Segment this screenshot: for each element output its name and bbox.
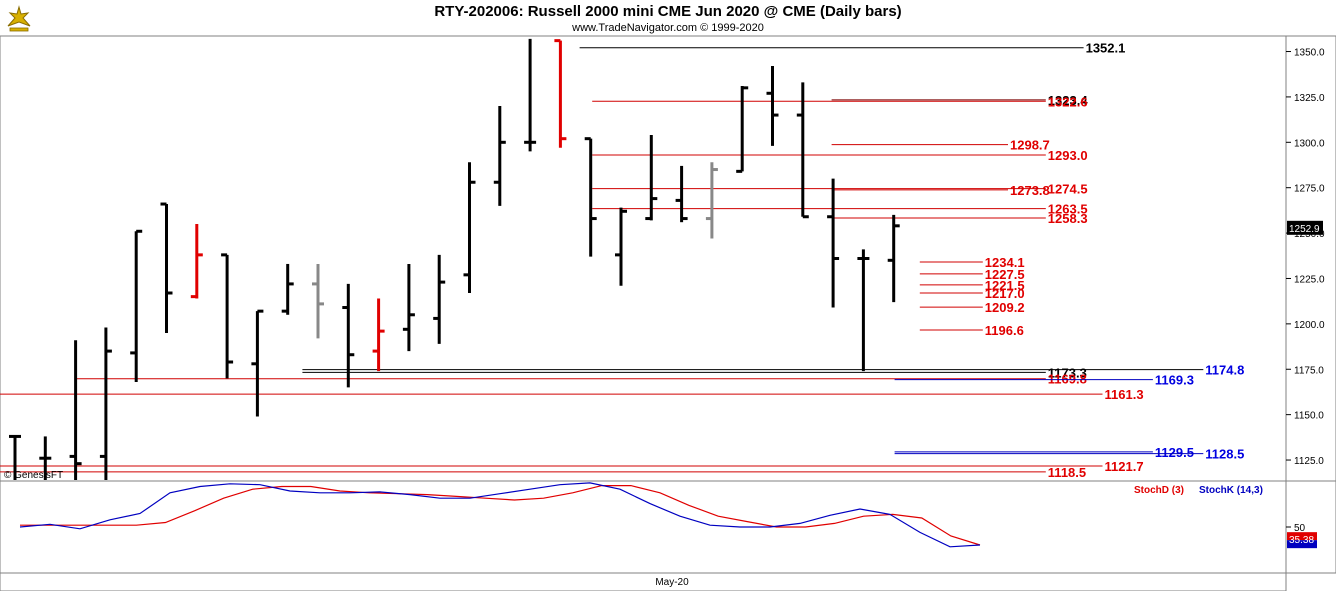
level-label-2: 1322.6	[1048, 94, 1088, 109]
ohlc-bar-0	[9, 434, 21, 480]
level-label-10: 1227.5	[985, 267, 1025, 282]
ohlc-bar-14	[433, 254, 446, 344]
ohlc-bar-28	[857, 249, 870, 372]
ohlc-bar-24	[736, 86, 749, 173]
level-label-16: 1173.3	[1048, 365, 1087, 380]
price-axis: 1125.01150.01175.01200.01225.01250.01275…	[1286, 48, 1325, 467]
y-tick-label-2: 1175.0	[1294, 365, 1324, 376]
ohlc-bar-13	[402, 263, 415, 352]
ohlc-bar-27	[827, 178, 840, 308]
ohlc-bar-21	[645, 135, 658, 221]
y-tick-label-6: 1275.0	[1294, 184, 1325, 195]
ohlc-bar-5	[160, 202, 173, 333]
y-tick-label-1: 1150.0	[1294, 411, 1324, 422]
level-label-21: 1128.5	[1205, 447, 1244, 462]
ohlc-bar-23	[705, 162, 718, 239]
indicator-panel-frame	[0, 480, 1287, 574]
y-tick-label-7: 1300.0	[1294, 138, 1325, 149]
ohlc-bar-19	[584, 137, 597, 257]
ohlc-bar-1	[39, 436, 52, 480]
level-label-15: 1174.8	[1205, 363, 1244, 378]
level-label-0: 1352.1	[1086, 41, 1126, 56]
level-label-18: 1169.3	[1155, 373, 1194, 388]
level-label-22: 1121.7	[1105, 459, 1144, 474]
ohlc-bar-29	[887, 214, 900, 303]
ohlc-bar-20	[615, 207, 627, 286]
level-label-14: 1196.6	[985, 323, 1024, 338]
price-axis-strip	[1285, 35, 1336, 482]
level-label-6: 1274.5	[1048, 182, 1088, 197]
y-tick-label-9: 1350.0	[1294, 48, 1325, 59]
ohlc-bar-6	[190, 224, 203, 299]
level-label-13: 1209.2	[985, 300, 1025, 315]
bars-layer	[9, 38, 900, 480]
ohlc-bar-4	[130, 229, 143, 382]
ohlc-bar-18	[554, 39, 567, 148]
ohlc-bar-2	[69, 340, 82, 480]
ohlc-bar-8	[251, 309, 264, 417]
level-label-1: 1323.4	[1048, 93, 1089, 108]
ohlc-bar-17	[524, 38, 537, 152]
logo-icon	[7, 5, 31, 32]
stoch-series-1	[19, 482, 981, 548]
y-tick-label-8: 1325.0	[1294, 93, 1325, 104]
level-label-11: 1221.5	[985, 278, 1025, 293]
level-label-5: 1273.8	[1010, 183, 1050, 198]
ohlc-bar-16	[493, 105, 506, 206]
last-price-label: 1252.9	[1289, 224, 1320, 235]
ohlc-bar-10	[312, 263, 324, 339]
level-label-7: 1263.5	[1048, 202, 1088, 217]
ohlc-bar-15	[463, 162, 476, 293]
ind-last-box-red	[1287, 532, 1317, 541]
chart-subtitle: www.TradeNavigator.com © 1999-2020	[572, 22, 764, 34]
ohlc-bar-11	[342, 283, 355, 388]
ind-tick-label-0: 50	[1294, 523, 1306, 534]
legend-stochk: StochK (14,3)	[1199, 485, 1263, 496]
legend-stochd: StochD (3)	[1134, 485, 1184, 496]
x-tick-may-20: May-20	[655, 577, 689, 588]
ohlc-bar-22	[675, 165, 688, 223]
indicator-axis-strip	[1285, 480, 1336, 574]
ohlc-bar-26	[796, 82, 809, 219]
watermark-label: © GenesisFT	[4, 470, 63, 481]
last-price-box	[1287, 220, 1323, 235]
level-label-3: 1298.7	[1010, 138, 1050, 153]
y-tick-label-0: 1125.0	[1294, 456, 1324, 467]
y-tick-label-3: 1200.0	[1294, 320, 1325, 331]
level-label-20: 1129.5	[1155, 445, 1194, 460]
level-label-19: 1161.3	[1105, 387, 1144, 402]
ohlc-bar-9	[281, 263, 294, 315]
chart-title: RTY-202006: Russell 2000 mini CME Jun 20…	[434, 3, 902, 20]
ohlc-bar-25	[766, 66, 779, 146]
ohlc-bar-7	[221, 253, 234, 379]
price-panel-frame	[0, 35, 1287, 482]
level-label-12: 1217.0	[985, 286, 1025, 301]
ind-last-value-label: 35.38	[1289, 535, 1314, 546]
x-axis-strip	[0, 572, 1287, 591]
level-label-9: 1234.1	[985, 255, 1025, 270]
y-tick-label-4: 1225.0	[1294, 274, 1325, 285]
level-label-4: 1293.0	[1048, 148, 1088, 163]
ohlc-bar-12	[372, 298, 385, 372]
ind-last-box-blue	[1287, 540, 1317, 549]
ohlc-bar-3	[99, 327, 112, 480]
stoch-series-0	[20, 485, 981, 546]
level-label-23: 1118.5	[1048, 465, 1086, 480]
level-label-8: 1258.3	[1048, 211, 1088, 226]
